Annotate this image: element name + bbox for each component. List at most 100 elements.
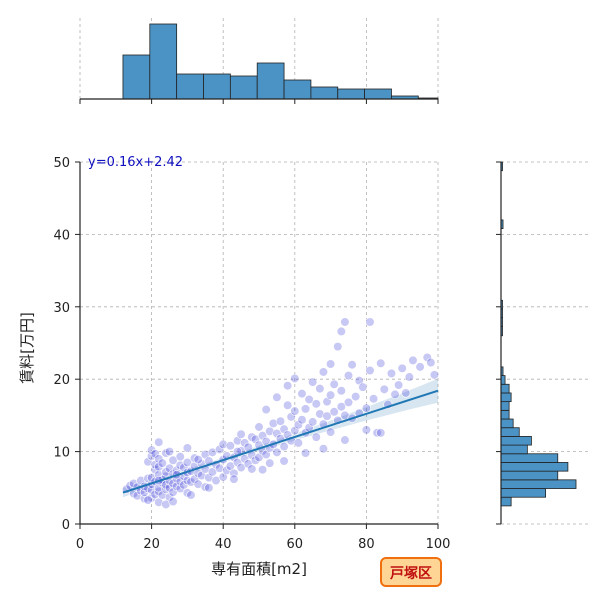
x-tick-label: 80 [358, 537, 375, 552]
scatter-point [164, 447, 175, 457]
scatter-point [429, 370, 440, 380]
scatter-point [358, 382, 368, 392]
scatter-point [333, 342, 343, 352]
scatter-point [154, 497, 164, 507]
scatter-point [268, 418, 278, 428]
scatter-point [318, 444, 329, 454]
scatter-point [361, 425, 372, 435]
scatter-points [121, 317, 440, 510]
scatter-point [401, 388, 411, 398]
scatter-point [225, 441, 235, 451]
scatter-point [308, 417, 318, 427]
scatter-point [150, 449, 160, 459]
right-histogram-bar [500, 383, 510, 394]
scatter-point [315, 409, 325, 419]
scatter-point [143, 457, 153, 467]
main-plot: 0 20 40 60 80 100 0 10 20 30 40 50 y=0.16x+2.42 専有… [18, 155, 450, 578]
scatter-point [340, 410, 350, 421]
scatter-point [150, 465, 160, 475]
scatter-point [329, 379, 339, 389]
scatter-point [279, 441, 289, 452]
scatter-point [161, 499, 171, 510]
scatter-point [215, 444, 225, 455]
scatter-point [247, 464, 257, 474]
scatter-point [408, 355, 418, 365]
top-histogram-bar [256, 62, 285, 100]
regression-equation: y=0.16x+2.42 [88, 155, 183, 170]
x-tick-label: 0 [76, 537, 84, 552]
scatter-point [290, 373, 300, 384]
top-histogram-bar [149, 23, 178, 100]
scatter-point [290, 426, 300, 436]
y-axis-label: 賃料[万円] [18, 312, 36, 384]
scatter-point [422, 352, 432, 363]
y-tick-label: 20 [53, 373, 70, 388]
scatter-point [293, 438, 303, 448]
scatter-point [336, 402, 346, 412]
scatter-point [254, 422, 264, 432]
scatter-point [361, 403, 372, 413]
scatter-point [283, 400, 293, 410]
scatter-point [207, 467, 218, 477]
top-histogram-axis [79, 98, 439, 104]
scatter-point [265, 426, 275, 436]
right-histogram-bar [500, 392, 512, 403]
scatter-point [272, 447, 282, 457]
right-histogram-bar [500, 435, 532, 446]
scatter-point [326, 359, 336, 369]
scatter-point [275, 416, 286, 426]
scatter-point [236, 429, 246, 439]
right-histogram-bars [500, 161, 577, 507]
scatter-point [343, 397, 354, 407]
scatter-point [336, 326, 346, 337]
x-tick-label: 100 [426, 537, 451, 552]
scatter-point [257, 431, 268, 441]
y-axis-ticks: 0 10 20 30 40 50 [53, 156, 80, 533]
right-histogram-bar [500, 462, 569, 472]
scatter-point [257, 465, 268, 475]
scatter-point [300, 404, 311, 414]
top-histogram-bar [176, 73, 204, 100]
scatter-point [318, 367, 329, 377]
scatter-point [376, 358, 386, 368]
right-histogram-bar [500, 418, 514, 429]
scatter-point [168, 496, 178, 507]
scatter-point [143, 495, 153, 505]
right-histogram-axis [496, 161, 502, 525]
district-badge-label: 戸塚区 [390, 566, 432, 582]
top-histogram-bars [122, 23, 439, 100]
scatter-point [326, 390, 336, 400]
x-axis-ticks: 0 20 40 60 80 100 [76, 524, 451, 552]
scatter-point [311, 432, 321, 442]
y-tick-label: 10 [53, 446, 70, 461]
top-histogram-bar [229, 75, 258, 100]
scatter-point [286, 412, 296, 422]
scatter-point [365, 365, 375, 376]
scatter-point [279, 456, 289, 466]
right-histogram-bar [500, 470, 559, 481]
scatter-point [175, 452, 185, 462]
scatter-point [415, 362, 425, 372]
scatter-point [207, 447, 218, 457]
scatter-point [186, 490, 196, 500]
scatter-point [426, 357, 436, 368]
scatter-point [218, 439, 228, 449]
y-tick-label: 40 [53, 228, 70, 243]
scatter-point [193, 479, 203, 489]
y-tick-label: 0 [62, 518, 70, 533]
right-histogram-bar [500, 444, 528, 455]
main-axes [79, 162, 438, 525]
scatter-point [168, 455, 178, 465]
scatter-point [283, 381, 293, 391]
x-tick-label: 20 [143, 537, 160, 552]
scatter-point [154, 437, 164, 447]
scatter-point [250, 434, 261, 444]
scatter-point [225, 461, 235, 471]
scatter-point [200, 482, 210, 492]
scatter-point [297, 415, 307, 425]
right-histogram-bar [500, 427, 520, 437]
top-histogram-bar [203, 73, 231, 100]
right-histogram-bar [500, 401, 510, 411]
scatter-point [147, 445, 157, 455]
scatter-point [390, 389, 400, 400]
